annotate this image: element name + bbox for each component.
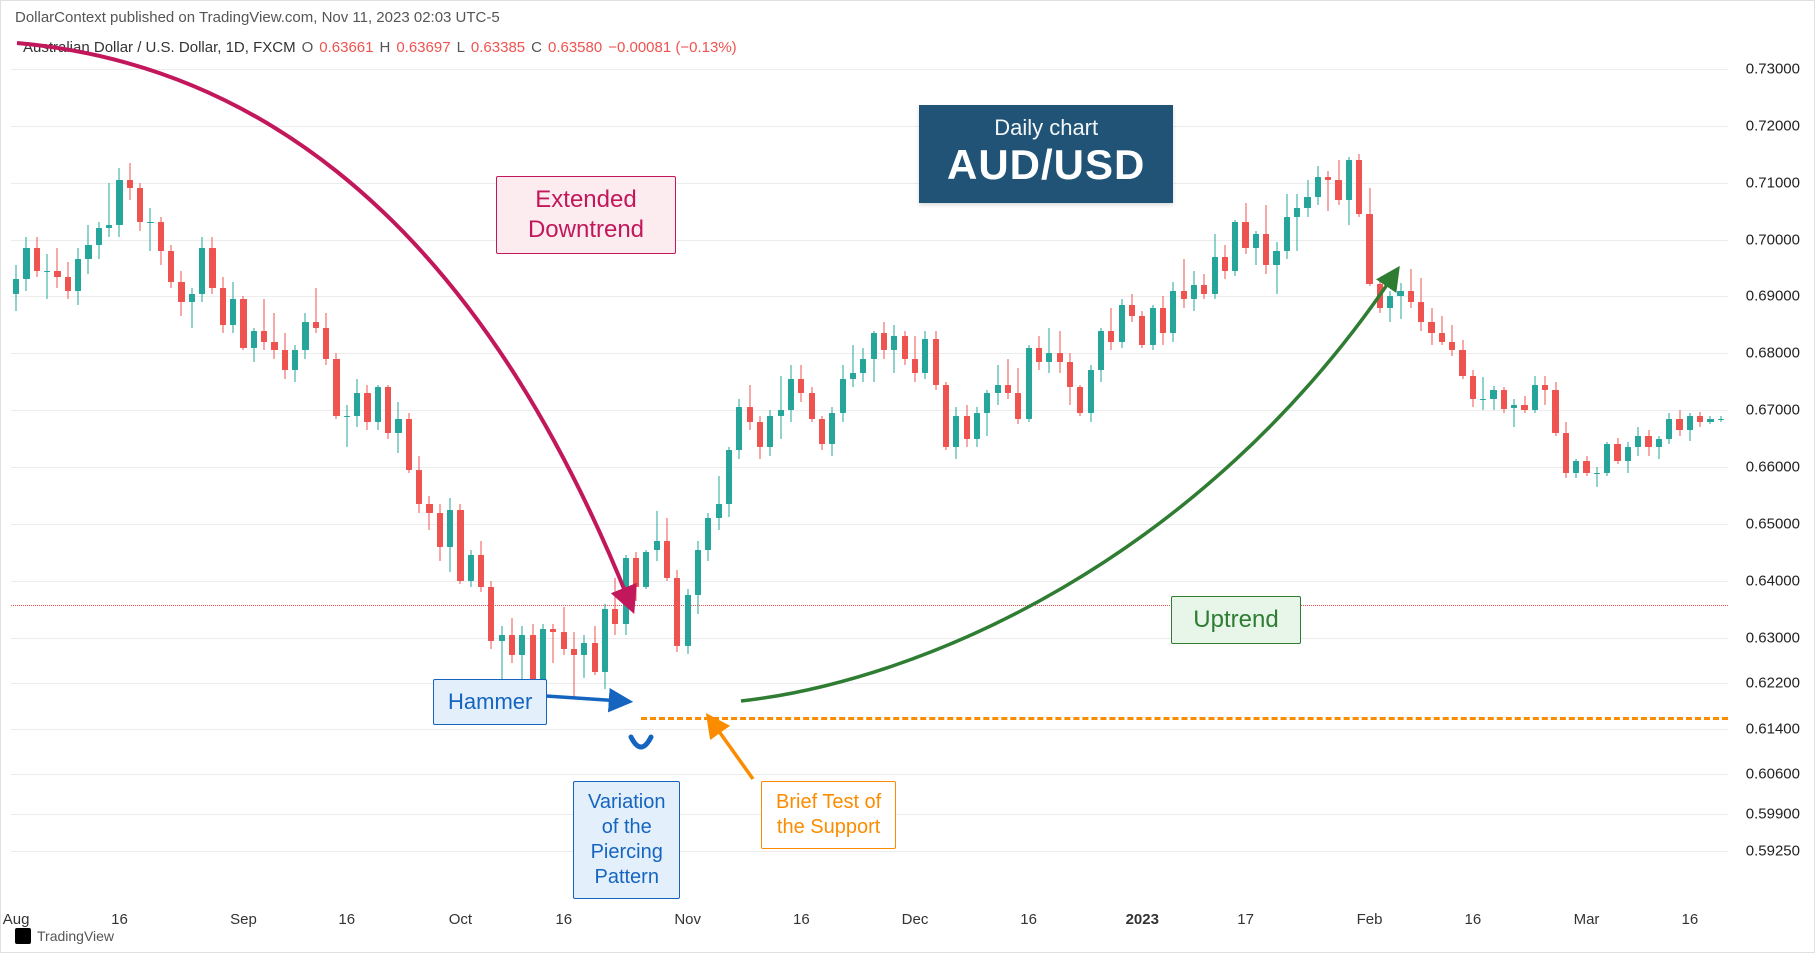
y-tick-label: 0.68000 — [1746, 345, 1800, 362]
tv-icon — [15, 928, 31, 944]
x-tick-label: 16 — [793, 911, 810, 928]
y-tick-label: 0.59900 — [1746, 806, 1800, 823]
y-tick-label: 0.70000 — [1746, 231, 1800, 248]
downtrend-label: ExtendedDowntrend — [496, 176, 676, 254]
tradingview-logo: TradingView — [15, 928, 114, 944]
x-tick-label: 16 — [1020, 911, 1037, 928]
x-tick-label: Nov — [674, 911, 701, 928]
x-tick-label: 16 — [1465, 911, 1482, 928]
support-line — [641, 717, 1728, 720]
x-tick-label: Mar — [1574, 911, 1600, 928]
support-test-label: Brief Test ofthe Support — [761, 781, 896, 849]
y-tick-label: 0.71000 — [1746, 174, 1800, 191]
x-tick-label: 16 — [1681, 911, 1698, 928]
title-badge-sub: Daily chart — [947, 115, 1145, 141]
x-tick-label: Dec — [902, 911, 929, 928]
x-tick-label: Oct — [449, 911, 472, 928]
y-tick-label: 0.59250 — [1746, 843, 1800, 860]
y-tick-label: 0.69000 — [1746, 288, 1800, 305]
y-tick-label: 0.63000 — [1746, 629, 1800, 646]
x-tick-label: 16 — [338, 911, 355, 928]
title-badge: Daily chart AUD/USD — [919, 105, 1173, 203]
y-tick-label: 0.73000 — [1746, 60, 1800, 77]
title-badge-main: AUD/USD — [947, 141, 1145, 189]
last-price-line — [11, 605, 1728, 606]
y-tick-label: 0.65000 — [1746, 516, 1800, 533]
y-tick-label: 0.62200 — [1746, 675, 1800, 692]
y-tick-label: 0.72000 — [1746, 117, 1800, 134]
x-tick-label: Sep — [230, 911, 257, 928]
y-tick-label: 0.67000 — [1746, 402, 1800, 419]
x-tick-label: 2023 — [1126, 911, 1159, 928]
y-tick-label: 0.60600 — [1746, 766, 1800, 783]
y-tick-label: 0.66000 — [1746, 459, 1800, 476]
x-tick-label: 16 — [555, 911, 572, 928]
axes-container: 0.59250 0.59900 0.60600 0.61400 0.62200 0.630… — [1, 1, 1814, 952]
x-tick-label: 16 — [111, 911, 128, 928]
chart-container: DollarContext published on TradingView.c… — [0, 0, 1815, 953]
hammer-label: Hammer — [433, 679, 547, 725]
x-tick-label: 17 — [1237, 911, 1254, 928]
piercing-label: Variationof thePiercingPattern — [573, 781, 680, 899]
y-tick-label: 0.64000 — [1746, 572, 1800, 589]
tv-text: TradingView — [37, 928, 114, 944]
x-tick-label: Aug — [3, 911, 30, 928]
uptrend-label: Uptrend — [1171, 596, 1301, 644]
x-tick-label: Feb — [1357, 911, 1383, 928]
y-tick-label: 0.61400 — [1746, 720, 1800, 737]
